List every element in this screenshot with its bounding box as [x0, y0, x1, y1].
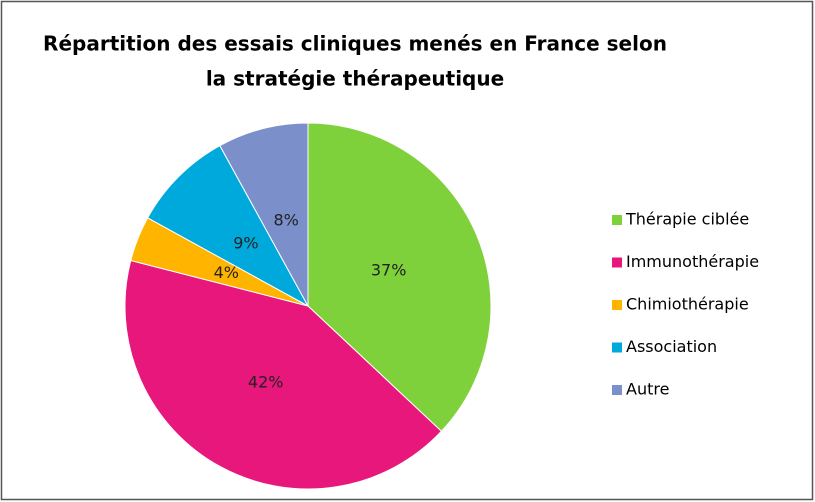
legend-swatch [612, 257, 622, 268]
chart-title: la stratégie thérapeutique [206, 67, 504, 91]
legend-label: Thérapie ciblée [625, 210, 749, 229]
legend-swatch [612, 342, 622, 353]
pie-slice [307, 122, 492, 432]
pie-slice [219, 122, 309, 307]
data-label: 8% [273, 210, 298, 229]
data-label: 4% [214, 263, 239, 282]
pie-slice [146, 144, 310, 308]
legend-label: Chimiothérapie [626, 295, 749, 314]
legend-swatch [612, 215, 622, 225]
legend-label: Autre [626, 380, 669, 399]
data-label: 37% [371, 261, 407, 280]
pie-slice [124, 259, 443, 490]
data-label: 9% [233, 233, 258, 252]
legend-swatch [612, 300, 622, 310]
chart-title: Répartition des essais cliniques menés e… [43, 32, 667, 56]
data-label: 42% [248, 372, 284, 391]
legend-label: Immunothérapie [626, 252, 759, 271]
legend-label: Association [626, 337, 717, 356]
legend-swatch [612, 385, 622, 395]
